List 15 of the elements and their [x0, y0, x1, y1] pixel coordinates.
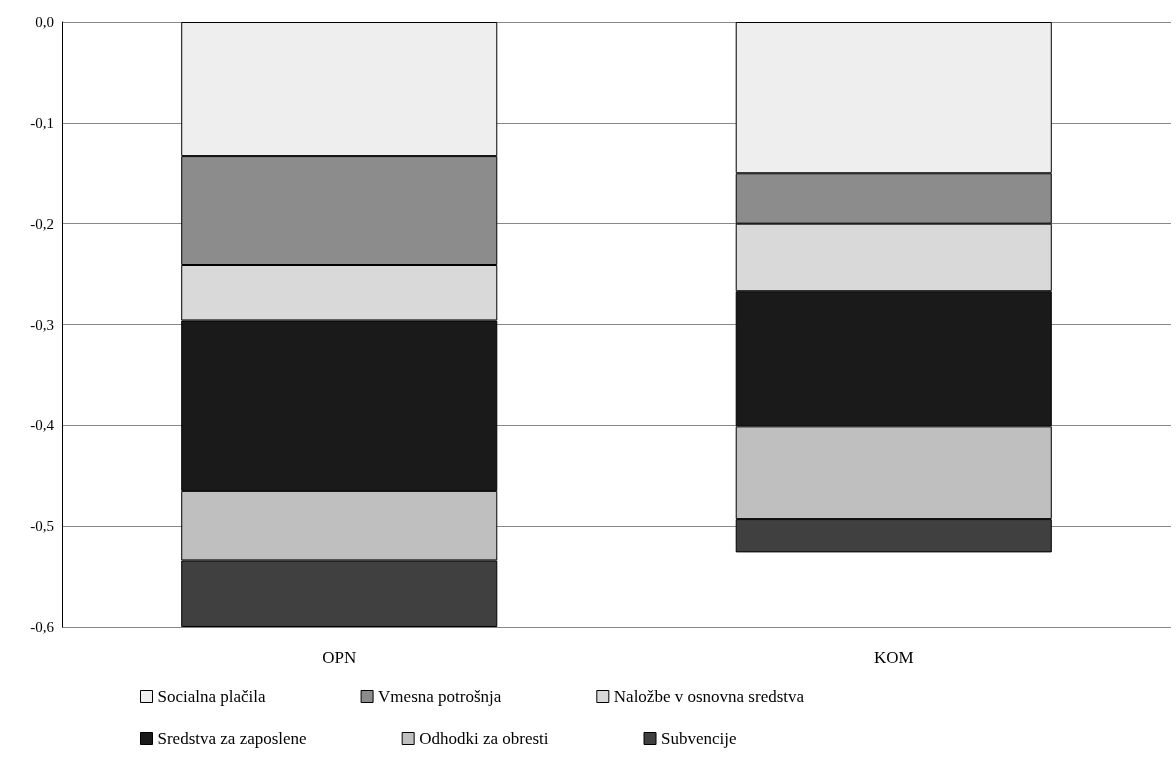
y-tick-label: -0,3 — [30, 316, 54, 333]
y-tick-label: -0,4 — [30, 417, 55, 434]
y-tick-label: -0,5 — [30, 518, 54, 535]
legend-label: Socialna plačila — [157, 687, 267, 706]
legend-label: Naložbe v osnovna sredstva — [613, 687, 805, 706]
legend-label: Subvencije — [661, 729, 737, 748]
x-tick-label: OPN — [322, 648, 357, 667]
y-tick-label: -0,2 — [30, 215, 54, 232]
y-tick-label: -0,1 — [30, 114, 54, 131]
legend-label: Sredstva za zaposlene — [157, 729, 307, 748]
legend-label: Vmesna potrošnja — [378, 687, 502, 706]
legend-label: Odhodki za obresti — [419, 729, 549, 748]
y-tick-label: 0,0 — [35, 14, 54, 30]
y-tick-label: -0,6 — [30, 619, 55, 635]
x-tick-label: KOM — [873, 648, 914, 667]
